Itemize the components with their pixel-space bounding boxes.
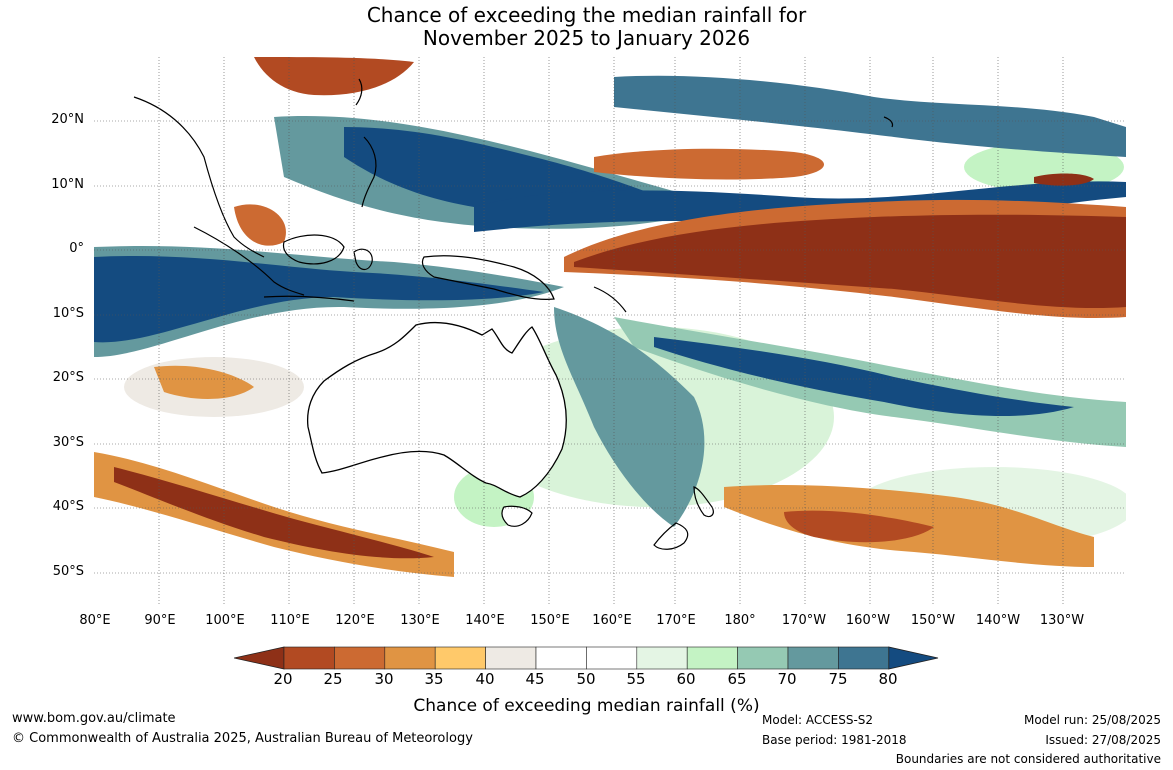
lat-label-equator: 0°	[69, 241, 84, 256]
colorbar	[234, 646, 939, 670]
colorbar-tick-75: 75	[828, 670, 848, 688]
new-zealand-south-outline	[653, 522, 689, 550]
colorbar-tick-40: 40	[475, 670, 495, 688]
mainland-asia-outline	[133, 96, 265, 258]
colorbar-title: Chance of exceeding median rainfall (%)	[413, 696, 760, 716]
colorbar-tick-35: 35	[424, 670, 444, 688]
philippines-outline	[361, 136, 377, 208]
australia-outline	[306, 322, 567, 498]
lon-label-80e: 80°E	[79, 613, 111, 628]
colorbar-bin-45-50	[535, 646, 587, 670]
lon-label-150e: 150°E	[530, 613, 570, 628]
lat-label-10n: 10°N	[51, 177, 84, 192]
colorbar-bin-55-60	[636, 646, 688, 670]
colorbar-bin-75-80	[838, 646, 890, 670]
footer-base-period: Base period: 1981-2018	[762, 733, 907, 747]
map-title: Chance of exceeding the median rainfall …	[0, 4, 1173, 50]
lon-label-150w: 150°W	[910, 613, 956, 628]
lon-label-140w: 140°W	[975, 613, 1021, 628]
rainfall-probability-map	[94, 57, 1126, 604]
colorbar-high-arrow	[888, 646, 939, 670]
lon-label-160w: 160°W	[845, 613, 891, 628]
tasmania-outline	[501, 505, 533, 527]
footer-model: Model: ACCESS-S2	[762, 713, 874, 727]
colorbar-bin-40-45	[485, 646, 537, 670]
taiwan-outline	[355, 78, 363, 106]
colorbar-tick-45: 45	[525, 670, 545, 688]
colorbar-low-arrow	[234, 646, 285, 670]
colorbar-bin-70-75	[787, 646, 839, 670]
colorbar-bin-60-65	[686, 646, 738, 670]
lon-label-90e: 90°E	[144, 613, 176, 628]
colorbar-bin-30-35	[384, 646, 436, 670]
colorbar-bin-25-30	[334, 646, 386, 670]
lon-label-120e: 120°E	[335, 613, 375, 628]
borneo-outline	[282, 234, 345, 265]
colorbar-tick-70: 70	[777, 670, 797, 688]
footer-website-link[interactable]: www.bom.gov.au/climate	[12, 711, 176, 726]
colorbar-tick-25: 25	[323, 670, 343, 688]
java-outline	[263, 295, 355, 302]
lon-label-130e: 130°E	[400, 613, 440, 628]
colorbar-bin-65-70	[737, 646, 789, 670]
map-canvas	[94, 57, 1126, 604]
lon-label-140e: 140°E	[465, 613, 505, 628]
new-zealand-north-outline	[693, 486, 714, 518]
colorbar-tick-80: 80	[878, 670, 898, 688]
lon-label-130w: 130°W	[1039, 613, 1085, 628]
title-line-1: Chance of exceeding the median rainfall …	[366, 3, 807, 27]
colorbar-tick-30: 30	[374, 670, 394, 688]
footer-issued: Issued: 27/08/2025	[1045, 733, 1161, 747]
lat-label-20s: 20°S	[52, 370, 84, 385]
colorbar-bin-50-55	[586, 646, 638, 670]
lon-label-180: 180°	[724, 613, 756, 628]
sumatra-outline	[193, 226, 305, 296]
colorbar-tick-65: 65	[727, 670, 747, 688]
lon-label-170w: 170°W	[781, 613, 827, 628]
lon-label-170e: 170°E	[656, 613, 696, 628]
shading-dry	[94, 57, 1126, 577]
colorbar-bin-20-25	[283, 646, 335, 670]
lon-label-110e: 110°E	[270, 613, 310, 628]
lon-label-100e: 100°E	[205, 613, 245, 628]
colorbar-tick-20: 20	[273, 670, 293, 688]
graticule	[94, 57, 1126, 604]
hawaii-outline	[883, 116, 894, 128]
lat-label-50s: 50°S	[52, 564, 84, 579]
sulawesi-outline	[353, 248, 373, 271]
colorbar-bin-35-40	[434, 646, 486, 670]
colorbar-tick-50: 50	[576, 670, 596, 688]
colorbar-tick-55: 55	[626, 670, 646, 688]
footer-disclaimer: Boundaries are not considered authoritat…	[895, 752, 1161, 766]
lat-label-20n: 20°N	[51, 112, 84, 127]
colorbar-tick-60: 60	[676, 670, 696, 688]
footer-copyright: © Commonwealth of Australia 2025, Austra…	[12, 731, 473, 746]
solomon-islands-outline	[593, 286, 627, 313]
lat-label-30s: 30°S	[52, 435, 84, 450]
lat-label-10s: 10°S	[52, 306, 84, 321]
lat-label-40s: 40°S	[52, 499, 84, 514]
title-line-2: November 2025 to January 2026	[422, 26, 751, 50]
footer-model-run: Model run: 25/08/2025	[1023, 713, 1161, 727]
lon-label-160e: 160°E	[592, 613, 632, 628]
new-guinea-outline	[421, 255, 555, 300]
